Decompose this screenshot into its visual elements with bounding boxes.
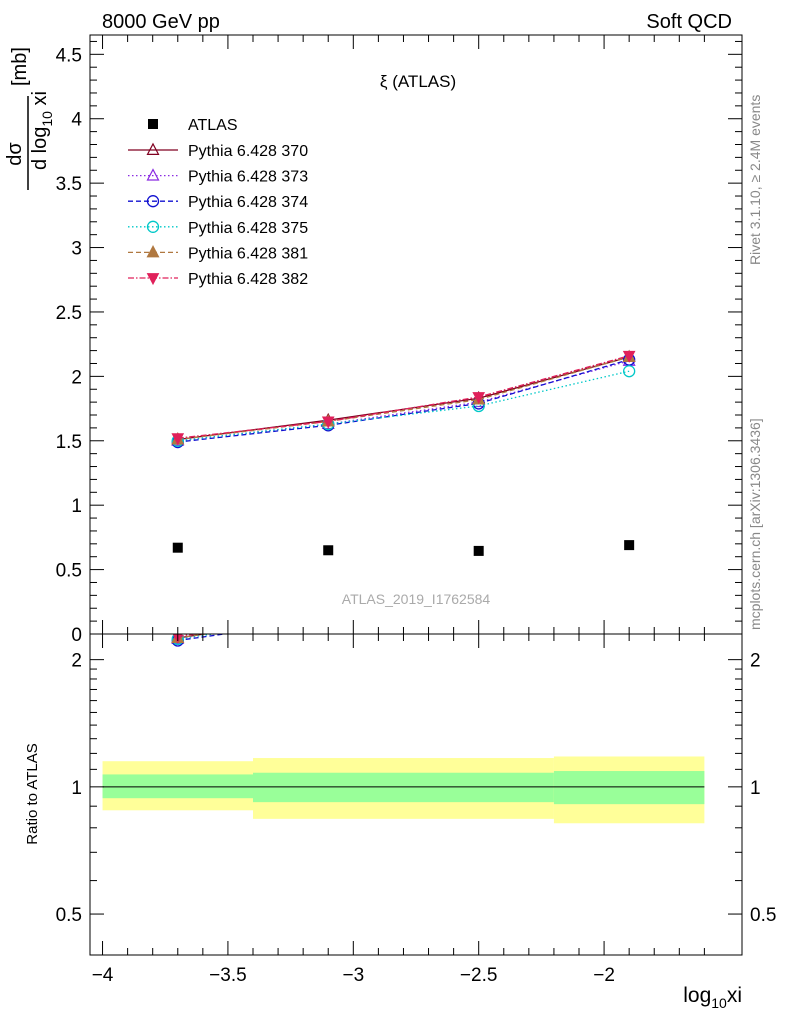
rivet-label: Rivet 3.1.10, ≥ 2.4M events: [747, 95, 763, 265]
y-label-den-sub: 10: [39, 111, 55, 127]
ratio-y-label: Ratio to ATLAS: [24, 743, 41, 844]
legend-label: Pythia 6.428 381: [188, 245, 308, 262]
legend-marker: [146, 220, 160, 233]
mcplots-label: mcplots.cern.ch [arXiv:1306.3436]: [747, 418, 763, 630]
x-label-suffix: xi: [727, 984, 742, 1007]
ratio-y-tick-label: 0.5: [56, 905, 82, 926]
watermark: ATLAS_2019_I1762584: [342, 591, 491, 607]
header-right: Soft QCD: [646, 11, 732, 33]
y-tick-label: 2: [71, 367, 82, 388]
y-tick-label: 0.5: [56, 561, 82, 582]
y-label-numerator: dσ: [4, 142, 26, 166]
x-tick-label: −3: [342, 965, 364, 986]
ratio-frame: [89, 633, 743, 956]
series-marker: [321, 416, 335, 429]
y-label-denominator: d log10 xi: [29, 91, 55, 170]
series-marker: [623, 365, 636, 378]
main-plot: 0 0.5 1 1.5 2 2.5 3 3.5 4 4.5 ξ (ATLAS) ATLAS_201…: [56, 34, 743, 646]
legend-marker: [146, 273, 160, 286]
series-marker: [622, 350, 636, 363]
ratio-y-tick-label: 2: [71, 651, 82, 672]
series-line: [177, 358, 630, 443]
ratio-band-inner: [102, 774, 254, 799]
legend: ATLAS Pythia 6.428 370 Pythia 6.428 373 Pyt…: [128, 117, 308, 288]
ratio-y-tick-label-right: 1: [750, 778, 761, 799]
y-tick-label: 3: [71, 239, 82, 260]
y-label-den-main: d log: [29, 127, 51, 170]
y-tick-label: 4: [71, 110, 82, 131]
series-line: [177, 360, 630, 442]
y-tick-label: 3.5: [56, 174, 82, 195]
legend-marker: [146, 245, 160, 258]
ratio-y-tick-label: 1: [71, 778, 82, 799]
header-left: 8000 GeV pp: [102, 11, 220, 33]
legend-label: Pythia 6.428 370: [188, 143, 308, 160]
legend-label: Pythia 6.428 382: [188, 271, 308, 288]
x-tick-label: −3.5: [209, 965, 247, 986]
legend-label: Pythia 6.428 375: [188, 220, 308, 237]
legend-label: Pythia 6.428 373: [188, 169, 308, 186]
data-point: [172, 542, 183, 553]
legend-marker: [146, 168, 160, 181]
ratio-series-marker: [171, 634, 184, 645]
series-marker: [472, 392, 486, 405]
y-tick-label: 4.5: [56, 45, 82, 66]
data-point: [323, 545, 334, 556]
ratio-bands: [102, 756, 705, 824]
series-marker: [171, 433, 185, 446]
data-point: [473, 545, 484, 556]
x-tick-label: −2: [593, 965, 615, 986]
series-line: [177, 355, 630, 439]
y-label-unit: [mb]: [9, 47, 31, 86]
legend-marker-atlas: [148, 119, 158, 129]
data-point: [624, 540, 635, 551]
chart-title: ξ (ATLAS): [380, 72, 456, 91]
x-label-main: log: [683, 984, 711, 1007]
legend-marker: [146, 142, 160, 155]
ratio-plot: −4 −3.5 −3 −2.5 −2 0.5 0.5 1 1 2 2 Ratio to ATLAS: [24, 633, 776, 986]
x-label-sub: 10: [711, 995, 727, 1011]
x-axis-label: log10xi: [683, 984, 742, 1011]
ratio-y-tick-label-right: 0.5: [750, 905, 776, 926]
y-tick-label: 1: [71, 496, 82, 517]
legend-label: Pythia 6.428 374: [188, 194, 308, 211]
y-tick-label: 2.5: [56, 303, 82, 324]
ratio-axis-ticks: −4 −3.5 −3 −2.5 −2 0.5 0.5 1 1 2 2: [56, 634, 776, 986]
main-axis-ticks: 0 0.5 1 1.5 2 2.5 3 3.5 4 4.5: [56, 35, 742, 646]
ratio-series: [171, 634, 229, 647]
ratio-band-inner: [253, 772, 554, 803]
y-tick-label: 1.5: [56, 432, 82, 453]
y-label-den-suffix: xi: [29, 91, 51, 111]
y-axis-label: dσ d log10 xi [mb]: [4, 47, 55, 190]
series-line: [177, 370, 630, 442]
main-series: [171, 349, 636, 556]
ratio-band-inner: [553, 771, 705, 805]
y-tick-label: 0: [71, 625, 82, 646]
x-tick-label: −2.5: [460, 965, 498, 986]
series-line: [177, 356, 630, 441]
legend-marker: [146, 195, 160, 208]
legend-label-atlas: ATLAS: [188, 117, 238, 134]
x-tick-label: −4: [92, 965, 114, 986]
ratio-y-tick-label-right: 2: [750, 651, 761, 672]
series-line: [177, 356, 630, 441]
